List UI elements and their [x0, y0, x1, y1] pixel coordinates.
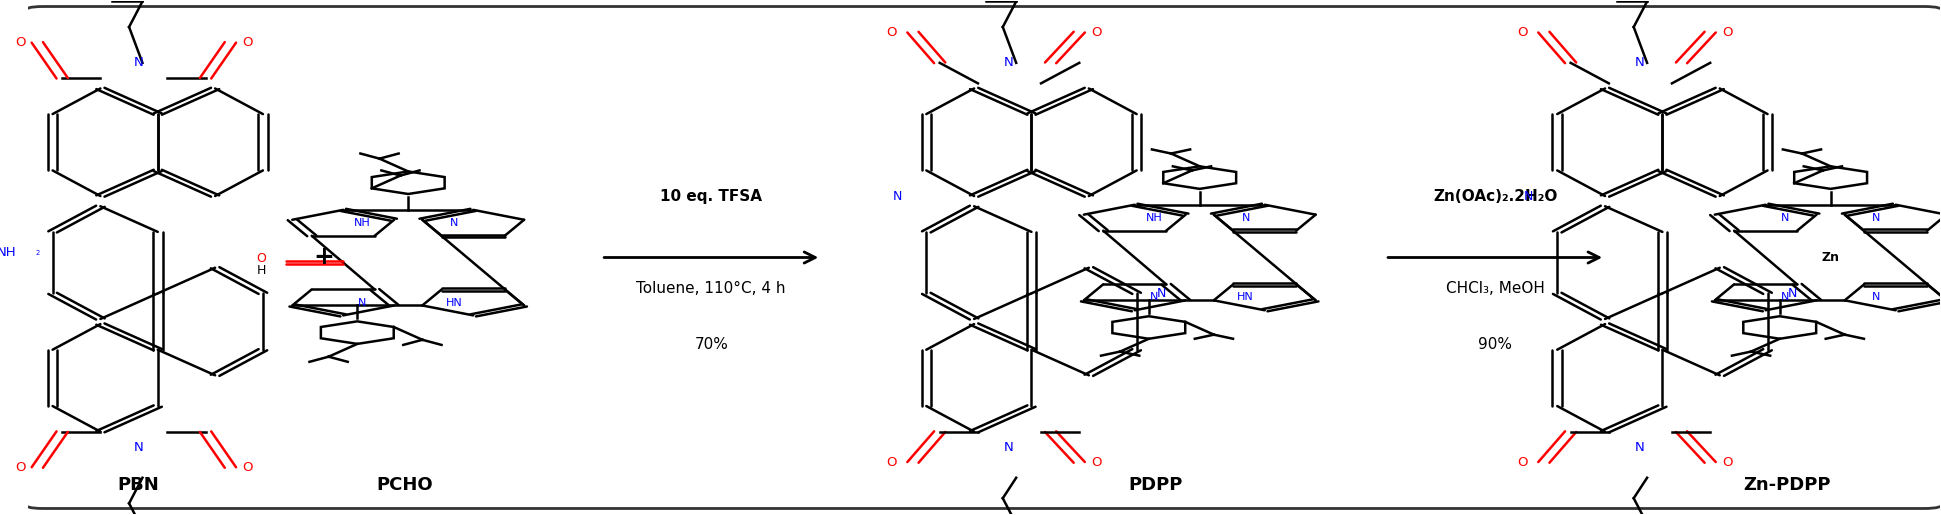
Text: PDPP: PDPP	[1128, 476, 1182, 494]
Text: Zn-PDPP: Zn-PDPP	[1743, 476, 1830, 494]
Text: O: O	[1518, 456, 1528, 469]
Text: N: N	[1149, 293, 1159, 302]
Text: +: +	[314, 246, 334, 269]
Text: O: O	[1518, 26, 1528, 39]
Text: O: O	[16, 461, 25, 474]
Text: O: O	[243, 461, 252, 474]
Text: Zn(OAc)₂.2H₂O: Zn(OAc)₂.2H₂O	[1432, 188, 1557, 203]
Text: 70%: 70%	[695, 337, 728, 352]
Text: Zn: Zn	[1823, 251, 1840, 264]
Text: O: O	[1722, 26, 1733, 39]
Text: 10 eq. TFSA: 10 eq. TFSA	[660, 188, 763, 203]
Text: O: O	[1722, 456, 1733, 469]
Text: N: N	[1003, 56, 1013, 70]
Text: PCHO: PCHO	[377, 476, 433, 494]
Text: N: N	[134, 56, 144, 70]
Text: N: N	[1780, 213, 1790, 222]
Text: N: N	[1788, 287, 1797, 300]
Text: $_2$: $_2$	[35, 248, 41, 259]
Text: NH: NH	[1145, 213, 1163, 222]
Text: NH: NH	[353, 218, 371, 228]
Text: HN: HN	[446, 298, 462, 307]
Text: O: O	[1091, 26, 1102, 39]
Text: H: H	[256, 264, 266, 277]
Text: O: O	[887, 26, 897, 39]
Text: O: O	[1091, 456, 1102, 469]
Text: O: O	[887, 456, 897, 469]
Text: N: N	[893, 190, 903, 202]
Text: N: N	[359, 298, 367, 307]
Text: N: N	[1873, 293, 1881, 302]
Text: N: N	[450, 218, 458, 228]
Text: N: N	[1873, 213, 1881, 222]
FancyBboxPatch shape	[23, 7, 1941, 508]
Text: Toluene, 110°C, 4 h: Toluene, 110°C, 4 h	[637, 281, 786, 296]
Text: N: N	[1780, 293, 1790, 302]
Text: N: N	[1634, 56, 1644, 70]
Text: N: N	[1634, 440, 1644, 454]
Text: N: N	[1524, 190, 1533, 202]
Text: O: O	[256, 252, 266, 265]
Text: N: N	[1003, 440, 1013, 454]
Text: PBN: PBN	[118, 476, 159, 494]
Text: HN: HN	[1236, 293, 1254, 302]
Text: N: N	[134, 440, 144, 454]
Text: N: N	[1242, 213, 1250, 222]
Text: O: O	[16, 36, 25, 49]
Text: 90%: 90%	[1479, 337, 1512, 352]
Text: CHCl₃, MeOH: CHCl₃, MeOH	[1446, 281, 1545, 296]
Text: N: N	[1157, 287, 1167, 300]
Text: O: O	[243, 36, 252, 49]
Text: NH: NH	[0, 246, 17, 259]
